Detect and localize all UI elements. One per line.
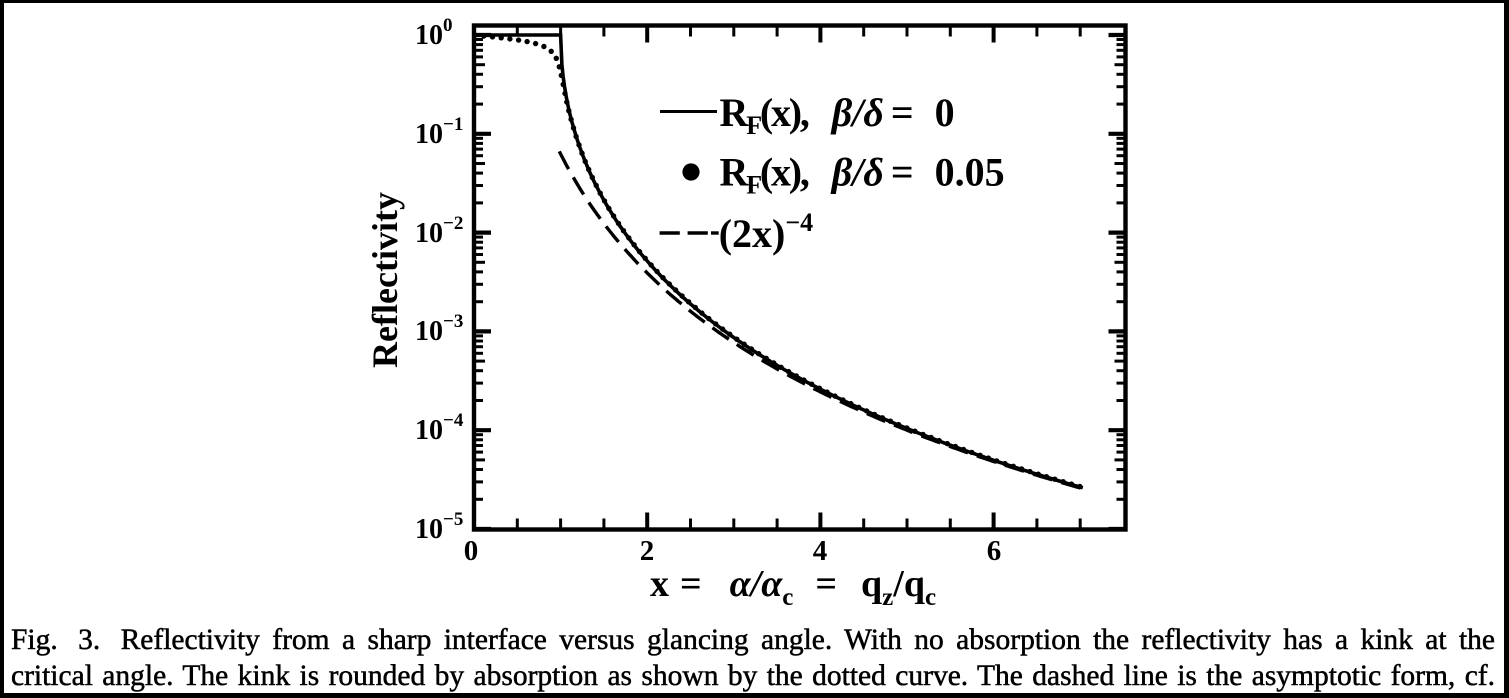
svg-text:100: 100 <box>415 15 453 51</box>
svg-text:6: 6 <box>987 535 1002 567</box>
svg-text:0: 0 <box>464 535 479 567</box>
svg-text:RF(x),β/δ=0.05: RF(x), β/δ = 0.05 <box>720 150 1005 200</box>
svg-text:x=α/αc=qz/qc: x = α/αc = qz/qc <box>650 563 936 611</box>
svg-text:10−2: 10−2 <box>415 213 463 249</box>
svg-text:RF(x),β/δ=0: RF(x), β/δ = 0 <box>720 90 955 140</box>
svg-text:4: 4 <box>813 535 828 567</box>
svg-text:(2x)−4: (2x)−4 <box>719 208 813 256</box>
svg-text:10−3: 10−3 <box>415 311 463 347</box>
svg-text:Reflectivity: Reflectivity <box>365 192 405 368</box>
svg-text:2: 2 <box>640 535 655 567</box>
svg-text:10−5: 10−5 <box>415 509 463 545</box>
svg-text:10−1: 10−1 <box>415 114 463 150</box>
svg-text:10−4: 10−4 <box>415 410 464 446</box>
